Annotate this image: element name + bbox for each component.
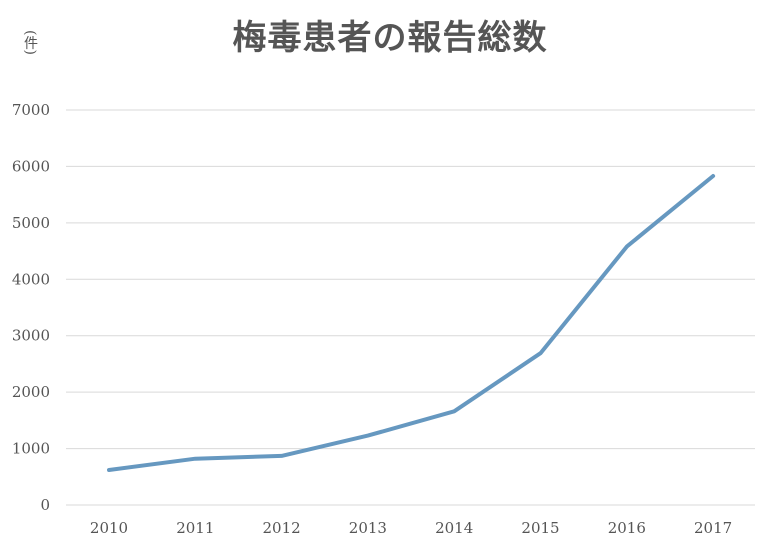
series-line (107, 174, 716, 472)
y-tick-label: 1000 (12, 440, 50, 458)
y-tick-label: 6000 (12, 157, 50, 175)
gridlines (66, 109, 755, 506)
x-tick-label: 2016 (608, 519, 646, 537)
y-tick-label: 3000 (12, 327, 50, 345)
y-axis-unit-label: (件) (22, 30, 38, 55)
y-tick-label: 5000 (12, 214, 50, 232)
y-tick-label: 2000 (12, 383, 50, 401)
x-tick-label: 2014 (435, 519, 473, 537)
y-tick-label: 4000 (12, 270, 50, 288)
x-tick-label: 2015 (521, 519, 559, 537)
x-tick-label: 2013 (349, 519, 387, 537)
y-tick-label: 0 (40, 496, 50, 514)
chart-title: 梅毒患者の報告総数 (232, 18, 548, 58)
x-tick-label: 2010 (90, 519, 128, 537)
x-tick-label: 2012 (263, 519, 301, 537)
x-tick-label: 2011 (176, 519, 214, 537)
series-group (107, 174, 716, 472)
y-tick-label: 7000 (12, 101, 50, 119)
y-axis-ticks: 0 1000 2000 3000 4000 5000 6000 7000 (12, 101, 50, 514)
x-axis-ticks: 2010 2011 2012 2013 2014 2015 2016 2017 (90, 519, 732, 537)
x-tick-label: 2017 (694, 519, 732, 537)
